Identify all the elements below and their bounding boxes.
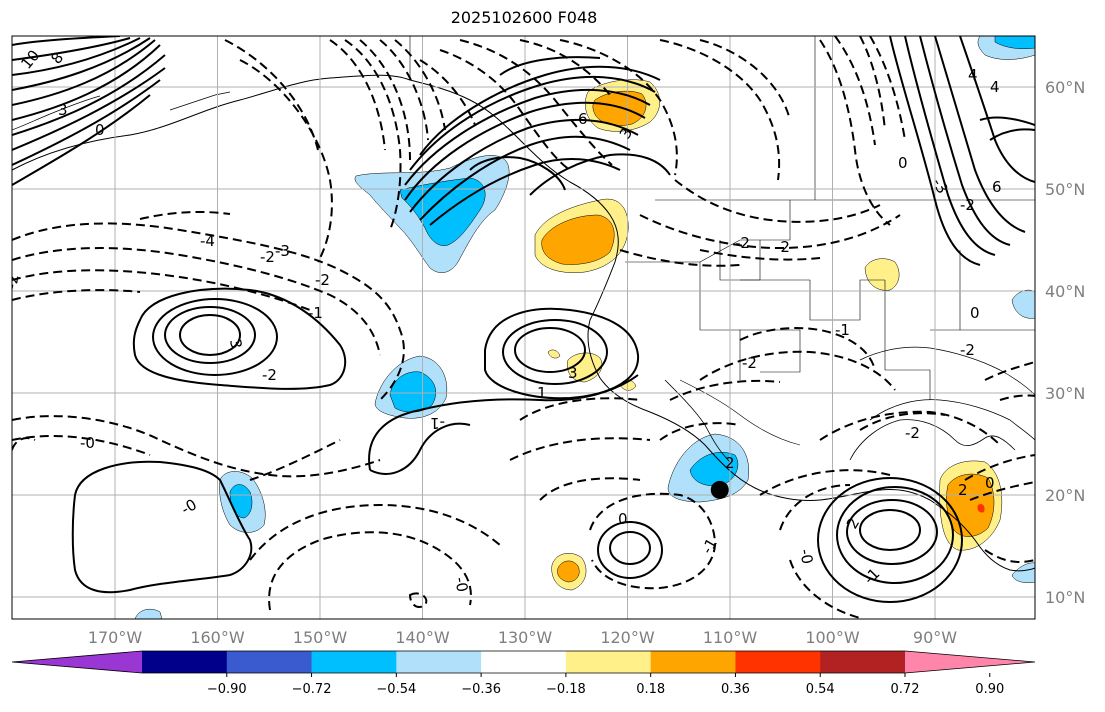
longitude-tick-label: 90°W <box>913 628 957 647</box>
positive-anomaly-region <box>864 258 900 291</box>
contour-label: -1 <box>430 414 445 432</box>
contour-label: -2 <box>315 271 330 289</box>
contour-label: 6 <box>992 178 1002 196</box>
map-title: 2025102600 F048 <box>450 8 598 27</box>
contour-label: -2 <box>960 341 975 359</box>
contour-label: 3 <box>226 338 245 351</box>
contour-label: 3 <box>568 364 578 382</box>
colorbar-segment <box>311 651 397 673</box>
colorbar-extend-max <box>905 651 1035 673</box>
contour-label: 3 <box>58 101 68 119</box>
latitude-tick-label: 40°N <box>1045 282 1085 301</box>
colorbar-tick-label: −0.54 <box>376 682 416 697</box>
contour-label: -2 <box>742 354 757 372</box>
contour-layer-negative <box>12 36 1035 619</box>
longitude-axis: 170°W 160°W 150°W 140°W 130°W 120°W 110°W 100°W… <box>88 628 957 647</box>
latitude-tick-label: 50°N <box>1045 180 1085 199</box>
longitude-tick-label: 120°W <box>600 628 655 647</box>
negative-anomaly-region <box>134 608 163 619</box>
grid-layer <box>12 36 1035 619</box>
colorbar-tick-label: −0.18 <box>546 682 586 697</box>
negative-anomaly-core <box>689 452 739 486</box>
colorbar-segment <box>650 651 736 673</box>
colorbar-segment <box>226 651 313 673</box>
contour-label: -0 <box>80 434 95 452</box>
contour-label: -0 <box>796 548 816 566</box>
contour-label: -2 <box>262 366 277 384</box>
longitude-tick-label: 150°W <box>293 628 348 647</box>
contour-label: -4 <box>200 232 215 250</box>
colorbar: −0.90 −0.72 −0.54 −0.36 −0.18 0.18 0.36 0.54 0.7… <box>11 650 1036 697</box>
contour-label: 6 <box>578 110 588 128</box>
contour-label: 4 <box>990 78 1000 96</box>
contour-label: -2 <box>905 424 920 442</box>
negative-anomaly-core <box>399 177 486 246</box>
colorbar-extend-min <box>12 651 142 673</box>
map-frame <box>11 35 1036 620</box>
contour-label: 4 <box>968 66 978 84</box>
contour-label: 0 <box>970 304 980 322</box>
contour-label: -2 <box>775 238 790 256</box>
colorbar-segment <box>396 651 482 673</box>
shaded-field-layer <box>134 36 1035 619</box>
positive-anomaly-core <box>557 560 580 583</box>
colorbar-segment <box>481 651 567 673</box>
longitude-tick-label: 100°W <box>805 628 860 647</box>
contour-label: 0 <box>618 510 628 528</box>
contour-label: -3 <box>275 242 290 260</box>
contour-label: -0 <box>451 576 471 594</box>
latitude-tick-label: 60°N <box>1045 78 1085 97</box>
colorbar-segment <box>820 651 906 673</box>
colorbar-segment <box>565 651 652 673</box>
longitude-tick-label: 170°W <box>88 628 143 647</box>
location-marker <box>710 480 729 499</box>
contour-layer-positive <box>12 36 1035 603</box>
colorbar-tick-label: −0.72 <box>292 682 332 697</box>
longitude-tick-label: 130°W <box>498 628 553 647</box>
contour-label: 0 <box>95 121 105 139</box>
contour-label: 2 <box>725 454 735 472</box>
colorbar-outline <box>11 650 1036 674</box>
positive-anomaly-core <box>592 90 647 126</box>
longitude-tick-label: 140°W <box>395 628 450 647</box>
contour-label: -2 <box>260 248 275 266</box>
negative-anomaly-region <box>1011 562 1035 583</box>
colorbar-tick-label: −0.36 <box>461 682 501 697</box>
contour-label: 1 <box>537 384 547 402</box>
contour-label: -2 <box>735 234 750 252</box>
latitude-tick-label: 10°N <box>1045 588 1085 607</box>
colorbar-segment <box>735 651 821 673</box>
colorbar-tick-label: 0.90 <box>975 682 1004 697</box>
contour-label: -2 <box>2 273 22 291</box>
longitude-tick-label: 110°W <box>703 628 758 647</box>
longitude-tick-label: 160°W <box>190 628 245 647</box>
negative-anomaly-region <box>1011 289 1035 319</box>
colorbar-tick-label: 0.54 <box>806 682 835 697</box>
contour-label: 0 <box>985 474 995 492</box>
contour-label: -1 <box>835 321 850 339</box>
contour-label: -1 <box>308 304 323 322</box>
latitude-tick-label: 30°N <box>1045 384 1085 403</box>
colorbar-tick-label: 0.72 <box>891 682 920 697</box>
colorbar-tick-label: 0.36 <box>721 682 750 697</box>
contour-label: -2 <box>960 196 975 214</box>
positive-anomaly-core <box>541 214 615 265</box>
positive-anomaly-region <box>547 349 561 359</box>
colorbar-tick-label: −0.90 <box>207 682 247 697</box>
map-area: 10 8 3 0 -4 -3 -2 -0 3 3 -2 -1 -2 -1 1 -… <box>2 36 1035 619</box>
contour-label: 0 <box>898 154 908 172</box>
colorbar-segment <box>142 651 228 673</box>
contour-labels: 10 8 3 0 -4 -3 -2 -0 3 3 -2 -1 -2 -1 1 -… <box>2 46 1002 594</box>
latitude-tick-label: 20°N <box>1045 486 1085 505</box>
contour-label: 2 <box>958 481 968 499</box>
colorbar-tick-label: 0.18 <box>636 682 665 697</box>
latitude-axis: 60°N 50°N 40°N 30°N 20°N 10°N <box>1045 78 1085 607</box>
positive-anomaly-peak <box>977 503 985 513</box>
